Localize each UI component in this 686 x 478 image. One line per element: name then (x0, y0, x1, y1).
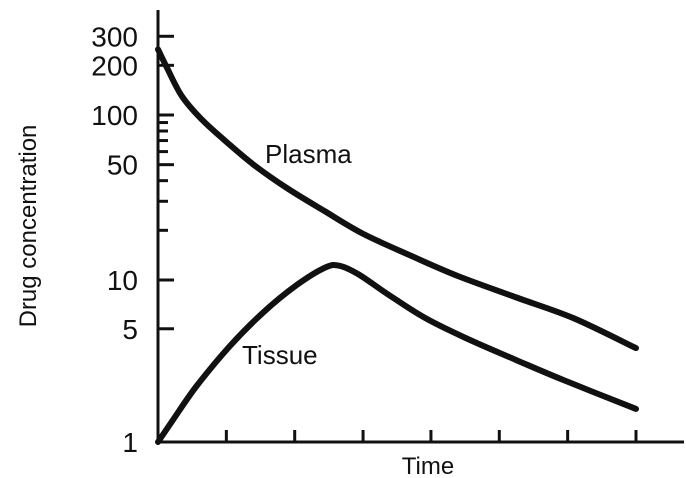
axes (156, 10, 684, 444)
y-tick-label-100: 100 (91, 100, 138, 131)
y-axis-label: Drug concentration (15, 125, 42, 328)
series-label-tissue: Tissue (242, 340, 318, 370)
y-tick-label-300: 300 (91, 21, 138, 52)
series-line-plasma (155, 46, 639, 352)
y-tick-label-5: 5 (122, 314, 138, 345)
y-tick-label-200: 200 (91, 50, 138, 81)
y-tick-label-50: 50 (107, 150, 138, 181)
series-line-tissue (155, 261, 639, 445)
series-label-plasma: Plasma (265, 139, 352, 169)
x-axis-label: Time (402, 453, 454, 478)
x-ticks (156, 430, 638, 442)
y-tick-label-1: 1 (122, 427, 138, 458)
series-layer (155, 46, 639, 445)
y-tick-label-10: 10 (107, 265, 138, 296)
